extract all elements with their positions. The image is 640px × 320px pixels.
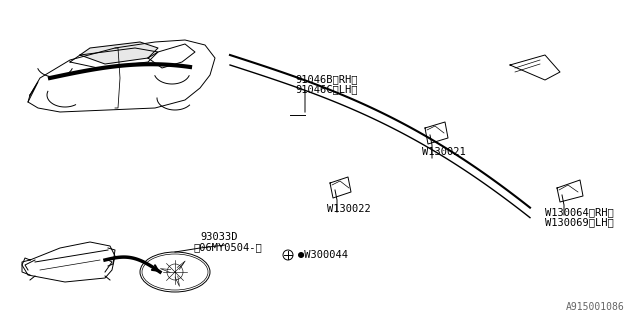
Text: ●W300044: ●W300044	[298, 250, 348, 260]
Text: A915001086: A915001086	[566, 302, 625, 312]
Text: W130069〈LH〉: W130069〈LH〉	[545, 217, 614, 227]
Text: 91046B〈RH〉: 91046B〈RH〉	[295, 74, 358, 84]
Text: W130064〈RH〉: W130064〈RH〉	[545, 207, 614, 217]
Text: W130021: W130021	[422, 147, 466, 157]
Text: 〆06MY0504-〉: 〆06MY0504-〉	[193, 242, 262, 252]
Polygon shape	[80, 42, 158, 64]
Text: 93033D: 93033D	[200, 232, 237, 242]
Text: W130022: W130022	[327, 204, 371, 214]
Text: 91046C〈LH〉: 91046C〈LH〉	[295, 84, 358, 94]
